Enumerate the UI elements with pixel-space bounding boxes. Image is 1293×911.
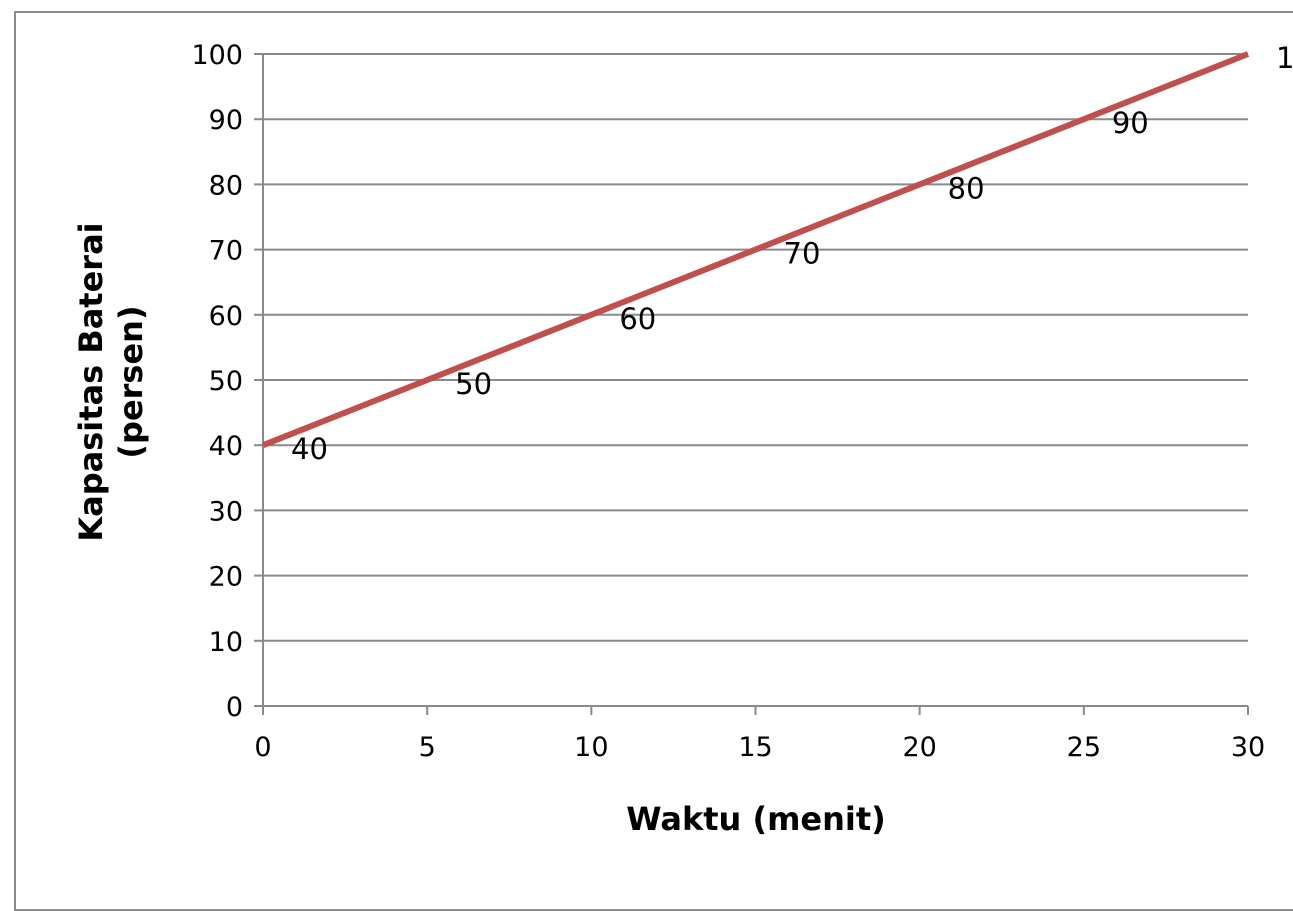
y-tick-label-10: 10 <box>209 627 243 658</box>
y-axis-title-line-1: Kapasitas Baterai <box>72 222 110 541</box>
gridlines <box>263 53 1248 642</box>
y-tick-label-80: 80 <box>209 170 243 201</box>
data-label-4: 80 <box>948 171 985 205</box>
y-tick-labels: 0 10 20 30 40 50 60 70 80 90 100 <box>191 40 243 723</box>
x-tick-label-10: 10 <box>574 732 608 763</box>
data-label-0: 40 <box>291 432 328 466</box>
data-label-5: 90 <box>1112 106 1149 140</box>
series-lines <box>261 51 1250 448</box>
data-label-3: 70 <box>784 237 821 271</box>
x-tick-labels: 0 5 10 15 20 25 30 <box>254 732 1265 763</box>
y-axis-title-group: Kapasitas Baterai (persen) <box>72 222 150 541</box>
x-tick-label-25: 25 <box>1067 732 1101 763</box>
y-tick-label-90: 90 <box>209 105 243 136</box>
chart-frame <box>14 11 1293 911</box>
axes <box>254 53 1249 715</box>
y-tick-label-60: 60 <box>209 301 243 332</box>
x-tick-label-15: 15 <box>738 732 772 763</box>
y-tick-label-20: 20 <box>209 562 243 593</box>
line-chart: 0 10 20 30 40 50 60 70 80 90 100 0 5 10 15 20 25 30 40 50… <box>72 40 1293 838</box>
y-tick-label-30: 30 <box>209 496 243 527</box>
x-tick-label-30: 30 <box>1231 732 1265 763</box>
x-tick-label-20: 20 <box>902 732 936 763</box>
x-tick-label-5: 5 <box>419 732 436 763</box>
y-tick-label-40: 40 <box>209 431 243 462</box>
x-tick-label-0: 0 <box>254 732 271 763</box>
data-label-2: 60 <box>619 302 656 336</box>
y-tick-label-0: 0 <box>226 692 243 723</box>
data-label-6: 100 <box>1276 41 1293 75</box>
y-axis-title-line-2: (persen) <box>112 305 150 458</box>
series-line-0 <box>261 51 1250 448</box>
y-tick-label-100: 100 <box>191 40 243 71</box>
x-axis-title: Waktu (menit) <box>626 800 886 838</box>
data-label-1: 50 <box>455 367 492 401</box>
y-tick-label-50: 50 <box>209 366 243 397</box>
y-tick-label-70: 70 <box>209 236 243 267</box>
data-labels: 40 50 60 70 80 90 100 <box>291 41 1293 466</box>
